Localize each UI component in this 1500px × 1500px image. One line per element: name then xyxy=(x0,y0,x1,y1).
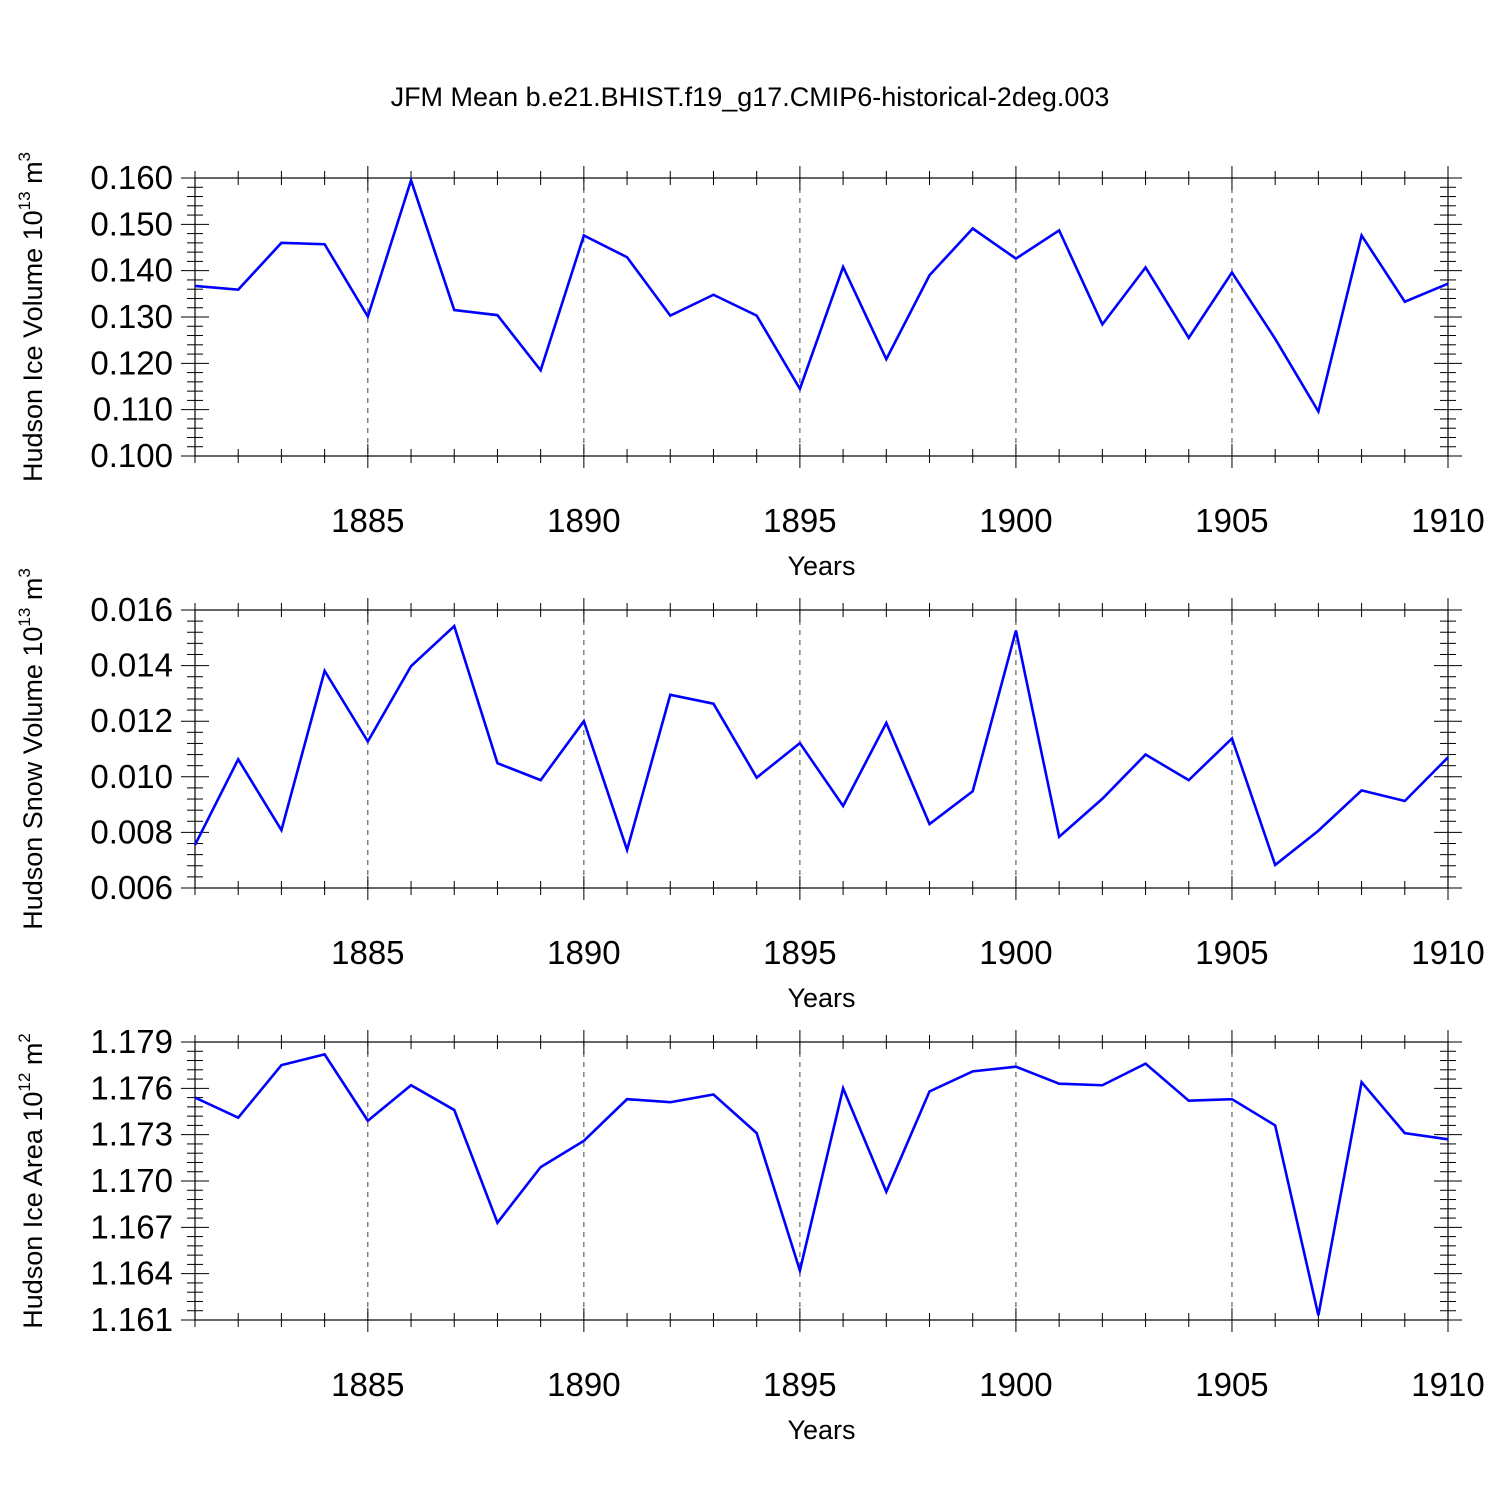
y-tick-label: 1.164 xyxy=(90,1255,173,1292)
x-tick-label: 1910 xyxy=(1411,1366,1484,1403)
x-tick-label: 1905 xyxy=(1195,1366,1268,1403)
y-tick-label: 0.006 xyxy=(90,869,173,906)
y-axis-title-unit-exponent: 2 xyxy=(15,1033,34,1042)
x-tick-label: 1895 xyxy=(763,934,836,971)
y-axis-title-unit-exponent: 3 xyxy=(15,568,34,577)
y-tick-label: 0.010 xyxy=(90,758,173,795)
x-tick-label: 1890 xyxy=(547,934,620,971)
y-tick-label: 1.179 xyxy=(90,1023,173,1060)
y-axis-title-exponent: 13 xyxy=(15,608,34,627)
y-axis-title-unit: m xyxy=(18,161,48,191)
y-tick-label: 0.140 xyxy=(90,252,173,289)
chart-panel-3: 1.161 1.164 1.167 1.170 1.173 1.176 1.179 1885 1… xyxy=(15,1023,1485,1445)
y-axis-title-text: Hudson Snow Volume 10 xyxy=(18,627,48,930)
x-axis-title: Years xyxy=(787,551,855,581)
x-tick-label: 1885 xyxy=(331,1366,404,1403)
x-axis-title: Years xyxy=(787,983,855,1013)
y-tick-label: 0.160 xyxy=(90,159,173,196)
y-axis-title-unit: m xyxy=(18,1043,48,1073)
plot-frame xyxy=(194,609,1449,889)
x-tick-label: 1910 xyxy=(1411,934,1484,971)
y-axis-title-exponent: 13 xyxy=(15,191,34,210)
y-tick-label: 1.170 xyxy=(90,1162,173,1199)
x-tick-label: 1890 xyxy=(547,1366,620,1403)
y-tick-label: 1.173 xyxy=(90,1116,173,1153)
y-axis-title-text: Hudson Ice Area 10 xyxy=(18,1092,48,1329)
y-tick-label: 0.008 xyxy=(90,813,173,850)
y-axis-title: Hudson Ice Volume 1013 m3 xyxy=(15,152,48,482)
x-tick-label: 1900 xyxy=(979,502,1052,539)
x-tick-label: 1910 xyxy=(1411,502,1484,539)
y-tick-label: 0.012 xyxy=(90,702,173,739)
y-axis-title: Hudson Snow Volume 1013 m3 xyxy=(15,568,48,930)
x-tick-label: 1900 xyxy=(979,934,1052,971)
x-tick-label: 1885 xyxy=(331,934,404,971)
x-tick-label: 1900 xyxy=(979,1366,1052,1403)
y-tick-label: 0.110 xyxy=(93,391,173,428)
y-axis-title-exponent: 12 xyxy=(15,1073,34,1092)
y-axis-title-unit: m xyxy=(18,578,48,608)
y-tick-label: 0.014 xyxy=(90,647,173,684)
y-axis-title-text: Hudson Ice Volume 10 xyxy=(18,210,48,482)
chart-panel-2: 0.006 0.008 0.010 0.012 0.014 0.016 1885 1890 18… xyxy=(15,568,1485,1013)
y-tick-label: 1.167 xyxy=(90,1208,173,1245)
chart-panel-1: 0.100 0.110 0.120 0.130 0.140 0.150 0.160 1885 1… xyxy=(15,152,1485,581)
series-line xyxy=(193,623,1449,868)
y-axis-title: Hudson Ice Area 1012 m2 xyxy=(15,1033,48,1329)
series-line xyxy=(194,176,1449,415)
x-tick-label: 1905 xyxy=(1195,934,1268,971)
y-tick-label: 0.120 xyxy=(90,344,173,381)
x-tick-label: 1905 xyxy=(1195,502,1268,539)
y-tick-label: 0.016 xyxy=(90,591,173,628)
y-tick-label: 1.161 xyxy=(90,1301,173,1338)
x-tick-label: 1885 xyxy=(331,502,404,539)
y-axis-title-unit-exponent: 3 xyxy=(15,152,34,161)
y-tick-label: 0.150 xyxy=(90,205,173,242)
x-tick-label: 1895 xyxy=(763,502,836,539)
figure-title: JFM Mean b.e21.BHIST.f19_g17.CMIP6-histo… xyxy=(391,82,1110,112)
x-tick-label: 1895 xyxy=(763,1366,836,1403)
y-tick-label: 1.176 xyxy=(90,1069,173,1106)
y-tick-label: 0.130 xyxy=(90,298,173,335)
series-line xyxy=(194,1052,1449,1316)
y-tick-label: 0.100 xyxy=(90,437,173,474)
x-tick-label: 1890 xyxy=(547,502,620,539)
x-axis-title: Years xyxy=(787,1415,855,1445)
